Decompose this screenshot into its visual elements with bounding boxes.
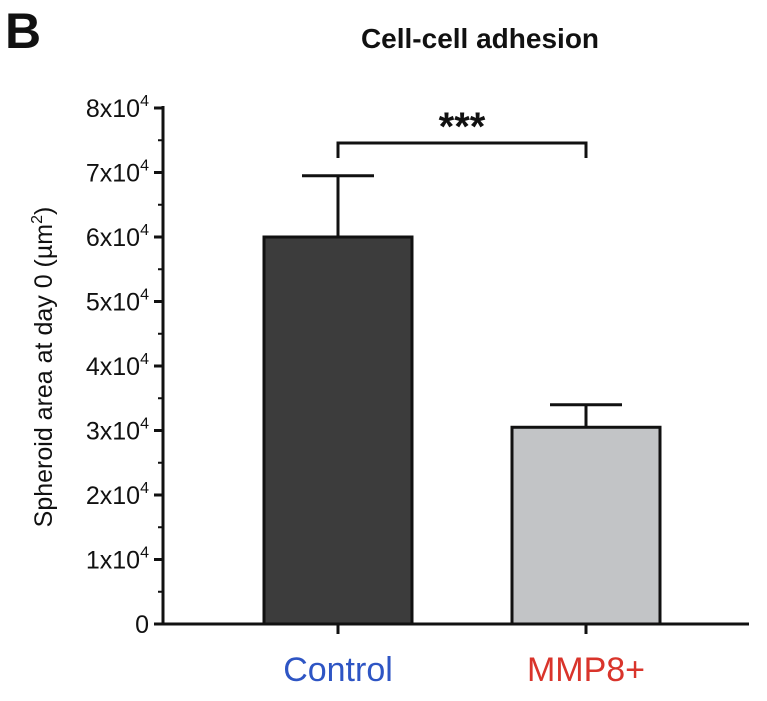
y-axis-label-close: ) xyxy=(30,207,58,215)
x-axis-ticks: Control MMP8+ xyxy=(283,624,645,689)
y-tick-label: 7x104 xyxy=(86,158,149,188)
y-axis-label: Spheroid area at day 0 (µm2) xyxy=(29,207,58,528)
y-tick-label: 6x104 xyxy=(86,222,149,252)
y-axis-ticks: 0 1x104 2x104 3x104 4x104 5x104 6x104 7x104 8x10… xyxy=(86,93,163,639)
error-bars xyxy=(302,174,622,428)
y-tick-label: 5x104 xyxy=(86,287,149,317)
chart-title: Cell-cell adhesion xyxy=(361,23,599,54)
x-tick-label: Control xyxy=(283,651,393,689)
x-tick-label: MMP8+ xyxy=(527,651,645,689)
significance-bracket: *** xyxy=(336,105,588,158)
y-tick-label: 1x104 xyxy=(86,545,149,575)
significance-line xyxy=(336,141,588,158)
y-axis-label-superscript: 2 xyxy=(29,215,46,224)
bars xyxy=(262,235,662,626)
y-axis-label-text: Spheroid area at day 0 (µm xyxy=(30,224,58,527)
y-tick-label: 3x104 xyxy=(86,416,149,446)
bar-mmp8 xyxy=(510,425,662,626)
y-tick-label: 4x104 xyxy=(86,351,149,381)
y-tick-label: 0 xyxy=(135,611,149,639)
significance-label: *** xyxy=(439,105,486,149)
y-tick-label: 8x104 xyxy=(86,93,149,123)
panel-label: B xyxy=(5,3,41,59)
axes xyxy=(161,106,749,626)
y-tick-label: 2x104 xyxy=(86,480,149,510)
bar-control xyxy=(262,235,414,626)
